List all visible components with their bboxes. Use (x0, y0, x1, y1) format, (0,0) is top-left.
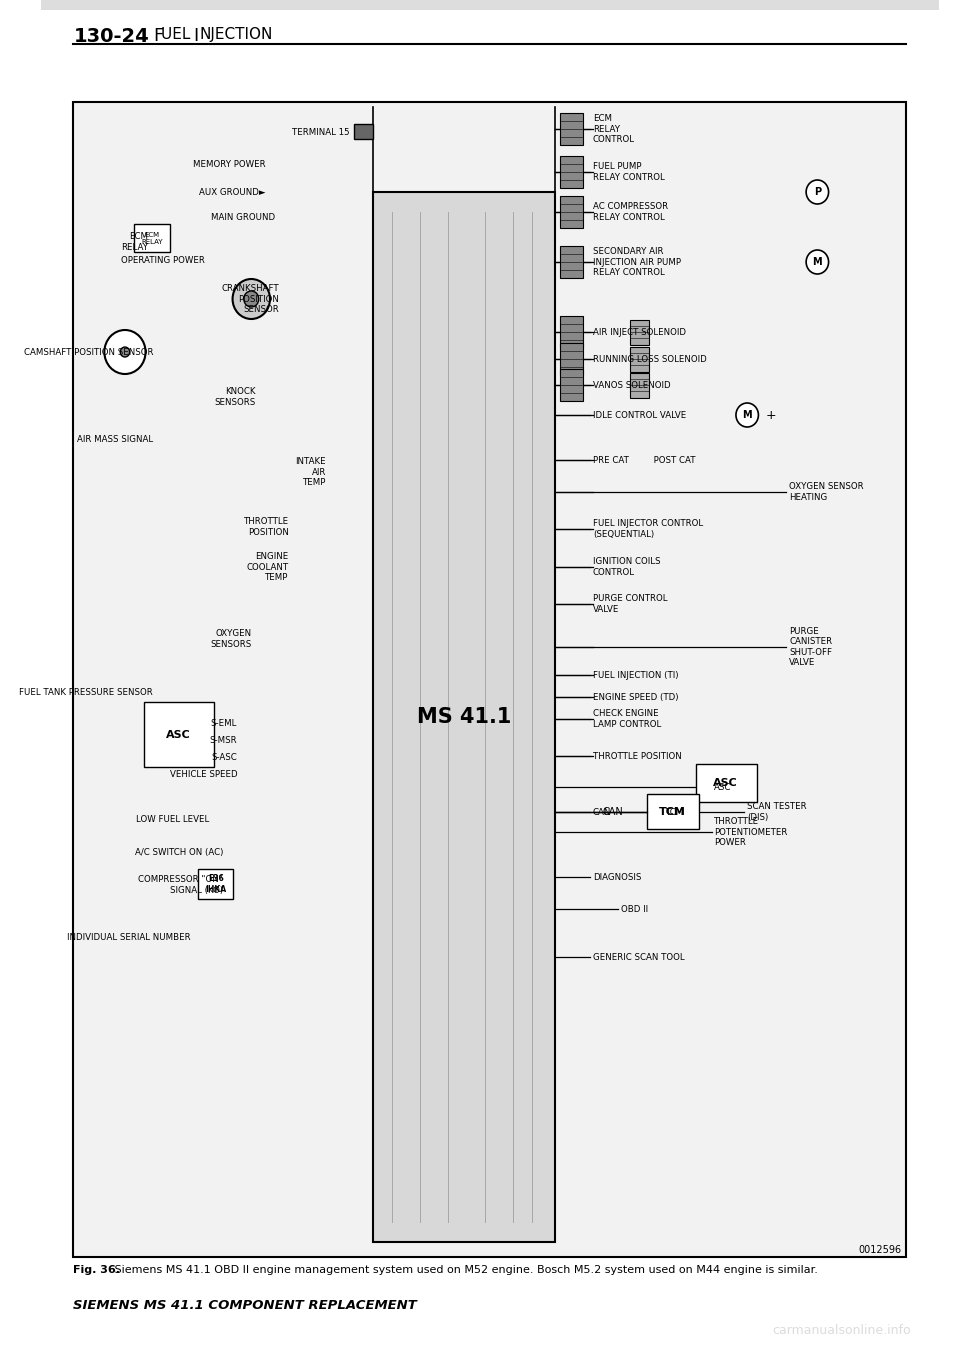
Text: 0012596: 0012596 (858, 1244, 901, 1255)
Text: ECM
RELAY: ECM RELAY (121, 232, 149, 251)
Text: UEL: UEL (160, 27, 195, 42)
Text: CAN: CAN (602, 807, 623, 817)
Bar (74, 102, 906, 1257)
Text: SECONDARY AIR
INJECTION AIR PUMP
RELAY CONTROL: SECONDARY AIR INJECTION AIR PUMP RELAY C… (592, 247, 681, 277)
Text: OXYGEN
SENSORS: OXYGEN SENSORS (210, 630, 252, 649)
Text: VANOS SOLENOID: VANOS SOLENOID (592, 380, 670, 389)
Text: PRE CAT         POST CAT: PRE CAT POST CAT (592, 456, 695, 464)
Bar (198, 868, 233, 898)
Text: ASC: ASC (166, 730, 191, 740)
Text: SIEMENS MS 41.1 COMPONENT REPLACEMENT: SIEMENS MS 41.1 COMPONENT REPLACEMENT (74, 1299, 418, 1312)
Text: OPERATING POWER: OPERATING POWER (121, 255, 204, 265)
Text: FUEL INJECTOR CONTROL
(SEQUENTIAL): FUEL INJECTOR CONTROL (SEQUENTIAL) (592, 520, 703, 539)
Bar (560, 113, 584, 145)
Text: S-MSR: S-MSR (209, 735, 237, 745)
Circle shape (105, 330, 146, 375)
Bar (560, 343, 584, 375)
Text: MEMORY POWER: MEMORY POWER (193, 160, 265, 168)
Text: AIR INJECT SOLENOID: AIR INJECT SOLENOID (592, 327, 685, 337)
Text: A/C SWITCH ON (AC): A/C SWITCH ON (AC) (134, 848, 224, 856)
Text: FUEL INJECTION (TI): FUEL INJECTION (TI) (592, 670, 679, 680)
Text: ECM
RELAY
CONTROL: ECM RELAY CONTROL (592, 114, 635, 144)
Circle shape (806, 250, 828, 274)
Text: INTAKE
AIR
TEMP: INTAKE AIR TEMP (296, 457, 326, 487)
Bar (40, 0, 939, 9)
Bar (560, 195, 584, 228)
Text: CAN: CAN (592, 807, 612, 817)
Text: E36
IHKA: E36 IHKA (205, 874, 227, 894)
Circle shape (736, 403, 758, 427)
Circle shape (244, 290, 259, 307)
Bar (560, 369, 584, 402)
Bar (630, 319, 649, 345)
Bar (134, 224, 170, 252)
Circle shape (806, 180, 828, 204)
Text: I: I (193, 27, 199, 45)
Text: MS 41.1: MS 41.1 (417, 707, 512, 727)
Text: 130-24: 130-24 (74, 27, 149, 46)
Bar (647, 794, 699, 829)
Text: CAMSHAFT POSITION SENSOR: CAMSHAFT POSITION SENSOR (24, 347, 153, 357)
Text: INDIVIDUAL SERIAL NUMBER: INDIVIDUAL SERIAL NUMBER (67, 932, 190, 942)
Text: AIR MASS SIGNAL: AIR MASS SIGNAL (77, 434, 153, 444)
Text: M: M (812, 256, 822, 267)
Bar (560, 156, 584, 189)
Text: S-EML: S-EML (211, 718, 237, 727)
Text: COMPRESSOR "ON"
SIGNAL (KO): COMPRESSOR "ON" SIGNAL (KO) (138, 875, 224, 894)
Circle shape (120, 347, 130, 357)
Bar (354, 123, 372, 138)
Bar (630, 346, 649, 372)
Circle shape (232, 280, 270, 319)
Text: ENGINE SPEED (TD): ENGINE SPEED (TD) (592, 692, 679, 702)
Text: MAIN GROUND: MAIN GROUND (210, 213, 275, 221)
Text: VEHICLE SPEED: VEHICLE SPEED (170, 769, 237, 779)
Text: DIAGNOSIS: DIAGNOSIS (592, 873, 641, 882)
Text: AC COMPRESSOR
RELAY CONTROL: AC COMPRESSOR RELAY CONTROL (592, 202, 668, 221)
Text: THROTTLE
POSITION: THROTTLE POSITION (244, 517, 289, 537)
Text: ECM
RELAY: ECM RELAY (141, 232, 163, 244)
Text: ASC: ASC (714, 783, 732, 791)
Text: carmanualsonline.info: carmanualsonline.info (772, 1324, 911, 1337)
Text: PURGE CONTROL
VALVE: PURGE CONTROL VALVE (592, 594, 667, 613)
Text: CHECK ENGINE
LAMP CONTROL: CHECK ENGINE LAMP CONTROL (592, 710, 661, 729)
Bar (560, 246, 584, 278)
Text: +: + (766, 408, 777, 422)
Text: SCAN TESTER
(DIS): SCAN TESTER (DIS) (747, 802, 806, 822)
Bar (560, 316, 584, 347)
Text: F: F (153, 27, 163, 45)
Text: PURGE
CANISTER
SHUT-OFF
VALVE: PURGE CANISTER SHUT-OFF VALVE (789, 627, 832, 668)
Bar (630, 373, 649, 398)
Text: Fig. 36.: Fig. 36. (74, 1265, 121, 1276)
Text: THROTTLE
POTENTIOMETER
POWER: THROTTLE POTENTIOMETER POWER (714, 817, 788, 847)
Text: TERMINAL 15: TERMINAL 15 (292, 128, 349, 137)
Bar (372, 191, 556, 1242)
Text: FUEL PUMP
RELAY CONTROL: FUEL PUMP RELAY CONTROL (592, 163, 664, 182)
Text: KNOCK
SENSORS: KNOCK SENSORS (215, 387, 256, 407)
Text: ASC: ASC (713, 778, 738, 788)
Bar (144, 702, 214, 767)
Text: OXYGEN SENSOR
HEATING: OXYGEN SENSOR HEATING (789, 482, 864, 502)
Text: OBD II: OBD II (621, 905, 648, 913)
Text: RUNNING LOSS SOLENOID: RUNNING LOSS SOLENOID (592, 354, 707, 364)
Text: TCM: TCM (659, 807, 685, 817)
Text: CRANKSHAFT
POSITION
SENSOR: CRANKSHAFT POSITION SENSOR (222, 284, 279, 313)
Text: THROTTLE POSITION: THROTTLE POSITION (592, 752, 682, 760)
Text: FUEL TANK PRESSURE SENSOR: FUEL TANK PRESSURE SENSOR (19, 688, 153, 696)
Text: IGNITION COILS
CONTROL: IGNITION COILS CONTROL (592, 558, 660, 577)
Text: GENERIC SCAN TOOL: GENERIC SCAN TOOL (592, 953, 684, 962)
Text: IDLE CONTROL VALVE: IDLE CONTROL VALVE (592, 411, 686, 419)
Text: S-ASC: S-ASC (211, 753, 237, 761)
Text: TCM: TCM (666, 807, 684, 817)
Text: AUX GROUND►: AUX GROUND► (199, 187, 265, 197)
Text: NJECTION: NJECTION (200, 27, 274, 42)
Text: P: P (814, 187, 821, 197)
Text: M: M (742, 410, 752, 421)
Bar (696, 764, 756, 802)
Text: ENGINE
COOLANT
TEMP: ENGINE COOLANT TEMP (247, 552, 289, 582)
Text: Siemens MS 41.1 OBD II engine management system used on M52 engine. Bosch M5.2 s: Siemens MS 41.1 OBD II engine management… (111, 1265, 818, 1276)
Text: LOW FUEL LEVEL: LOW FUEL LEVEL (136, 814, 209, 824)
